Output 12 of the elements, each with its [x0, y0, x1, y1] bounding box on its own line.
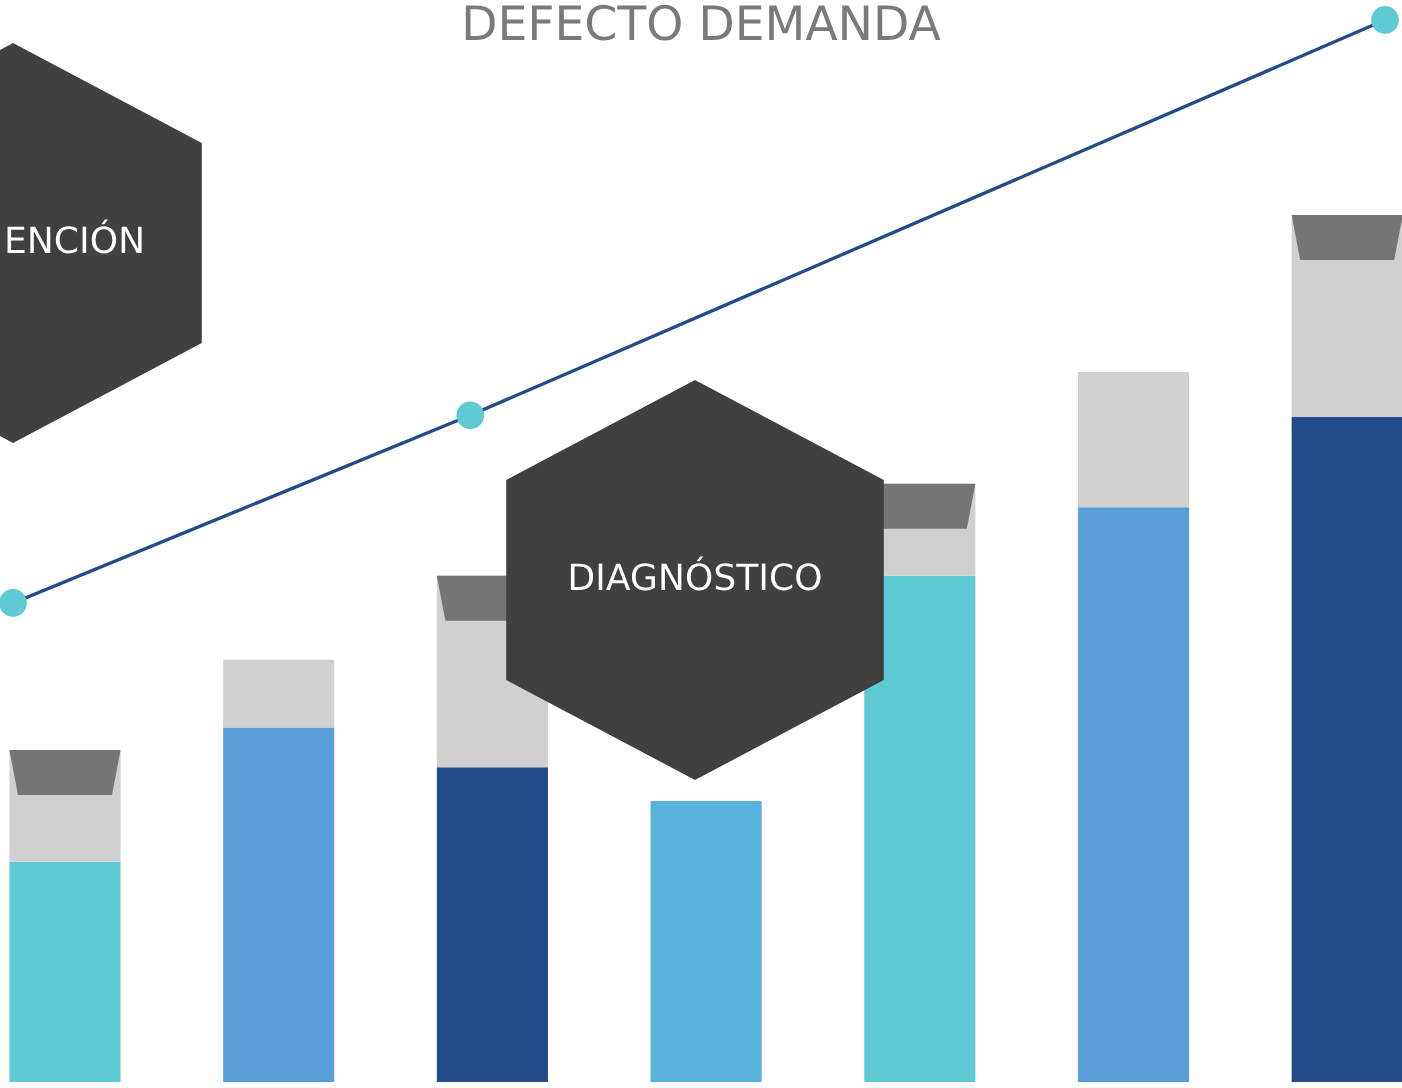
bar — [1077, 507, 1190, 1082]
bar — [864, 575, 976, 1082]
bar — [1077, 371, 1190, 508]
chart-title: DEFECTO DEMANDA — [465, 4, 941, 41]
annotation: ENCIÓN — [7, 219, 142, 254]
annotation: DIAGNÓSTICO — [570, 556, 821, 591]
bar — [1291, 417, 1402, 1082]
bar — [9, 861, 121, 1082]
bar — [436, 767, 548, 1082]
bar — [223, 727, 335, 1082]
bar — [650, 801, 762, 1082]
bar — [223, 659, 335, 728]
